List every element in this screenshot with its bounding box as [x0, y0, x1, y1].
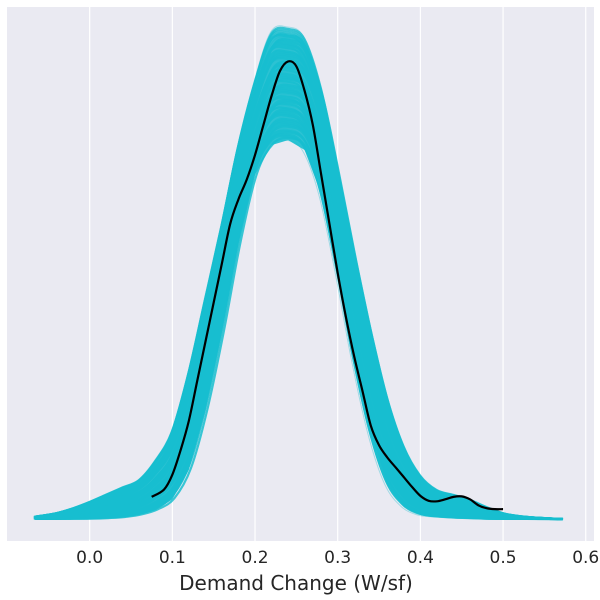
x-tick-label: 0.2 — [242, 548, 269, 568]
ensemble-envelope — [35, 33, 561, 520]
x-tick-labels: 0.0 0.1 0.2 0.3 0.4 0.5 0.6 — [76, 548, 599, 568]
x-axis-label: Demand Change (W/sf) — [179, 571, 413, 595]
ensemble-curves — [33, 25, 564, 521]
x-tick-label: 0.3 — [324, 548, 351, 568]
mean-curve-group — [151, 60, 504, 511]
x-tick-label: 0.1 — [159, 548, 186, 568]
x-tick-label: 0.5 — [490, 548, 517, 568]
x-tick-label: 0.6 — [572, 548, 599, 568]
x-tick-label: 0.0 — [76, 548, 103, 568]
x-tick-label: 0.4 — [407, 548, 434, 568]
mean-curve — [151, 60, 504, 511]
